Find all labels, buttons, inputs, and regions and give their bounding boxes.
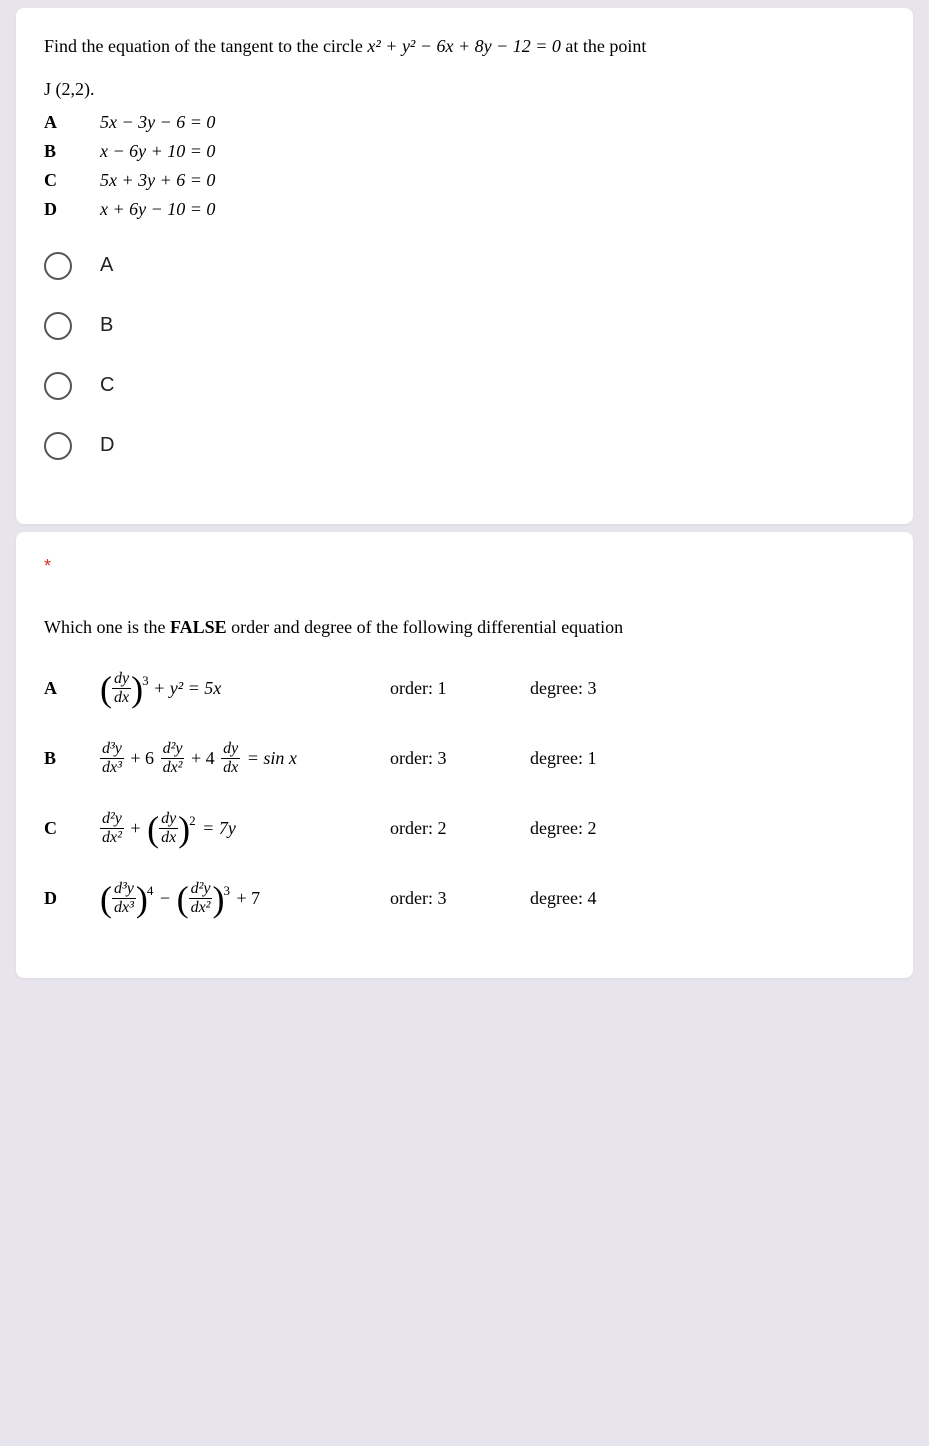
- radio-icon: [44, 252, 72, 280]
- radio-icon: [44, 372, 72, 400]
- q1-circle-eq: x² + y² − 6x + 8y − 12 = 0: [367, 36, 560, 56]
- row-degree: degree: 4: [530, 888, 596, 909]
- row-eq-d: ( d³ydx³ ) 4 − ( d²ydx² ) 3 + 7: [100, 876, 390, 922]
- radio-option-a[interactable]: A: [44, 252, 885, 280]
- q2-row-d: D ( d³ydx³ ) 4 − ( d²ydx² ) 3: [44, 876, 885, 922]
- radio-label: A: [100, 254, 113, 277]
- q2-row-c: C d²ydx² + ( dydx ) 2 = 7y order: 2 degr…: [44, 806, 885, 852]
- row-order: order: 3: [390, 748, 530, 769]
- q1-radio-group: A B C D: [44, 252, 885, 460]
- q2-prompt-post: order and degree of the following differ…: [227, 617, 624, 637]
- answer-letter: A: [44, 112, 100, 133]
- row-order: order: 3: [390, 888, 530, 909]
- q1-prompt: Find the equation of the tangent to the …: [44, 32, 885, 61]
- question-card-2: * Which one is the FALSE order and degre…: [16, 532, 913, 978]
- radio-label: B: [100, 314, 113, 337]
- q2-row-b: B d³ydx³ + 6 d²ydx² + 4 dydx = sin x ord…: [44, 736, 885, 782]
- row-letter: C: [44, 818, 100, 839]
- row-letter: B: [44, 748, 100, 769]
- q1-prompt-post: at the point: [565, 36, 646, 56]
- q2-prompt: Which one is the FALSE order and degree …: [44, 613, 885, 642]
- row-order: order: 2: [390, 818, 530, 839]
- radio-icon: [44, 432, 72, 460]
- q1-answer-block: A 5x − 3y − 6 = 0 B x − 6y + 10 = 0 C 5x…: [44, 112, 885, 220]
- q2-equation-table: A ( dydx ) 3 + y² = 5x order: 1 degree: …: [44, 666, 885, 922]
- radio-option-d[interactable]: D: [44, 432, 885, 460]
- radio-label: C: [100, 374, 114, 397]
- radio-label: D: [100, 434, 114, 457]
- row-eq-c: d²ydx² + ( dydx ) 2 = 7y: [100, 806, 390, 852]
- row-letter: A: [44, 678, 100, 699]
- answer-letter: B: [44, 141, 100, 162]
- q1-prompt-pre: Find the equation of the tangent to the …: [44, 36, 367, 56]
- answer-letter: D: [44, 199, 100, 220]
- q1-answer-row: A 5x − 3y − 6 = 0: [44, 112, 885, 133]
- row-eq-b: d³ydx³ + 6 d²ydx² + 4 dydx = sin x: [100, 736, 390, 782]
- row-degree: degree: 3: [530, 678, 596, 699]
- q1-answer-row: D x + 6y − 10 = 0: [44, 199, 885, 220]
- q2-prompt-pre: Which one is the: [44, 617, 170, 637]
- row-order: order: 1: [390, 678, 530, 699]
- row-degree: degree: 1: [530, 748, 596, 769]
- radio-icon: [44, 312, 72, 340]
- radio-option-c[interactable]: C: [44, 372, 885, 400]
- q1-answer-row: B x − 6y + 10 = 0: [44, 141, 885, 162]
- answer-eq: x + 6y − 10 = 0: [100, 199, 215, 220]
- row-degree: degree: 2: [530, 818, 596, 839]
- row-letter: D: [44, 888, 100, 909]
- radio-option-b[interactable]: B: [44, 312, 885, 340]
- question-card-1: Find the equation of the tangent to the …: [16, 8, 913, 524]
- q2-row-a: A ( dydx ) 3 + y² = 5x order: 1 degree: …: [44, 666, 885, 712]
- answer-eq: 5x + 3y + 6 = 0: [100, 170, 215, 191]
- q2-prompt-bold: FALSE: [170, 617, 227, 637]
- answer-eq: x − 6y + 10 = 0: [100, 141, 215, 162]
- q1-point: J (2,2).: [44, 79, 885, 100]
- row-eq-a: ( dydx ) 3 + y² = 5x: [100, 666, 390, 712]
- required-marker: *: [44, 556, 885, 577]
- q1-answer-row: C 5x + 3y + 6 = 0: [44, 170, 885, 191]
- answer-letter: C: [44, 170, 100, 191]
- answer-eq: 5x − 3y − 6 = 0: [100, 112, 215, 133]
